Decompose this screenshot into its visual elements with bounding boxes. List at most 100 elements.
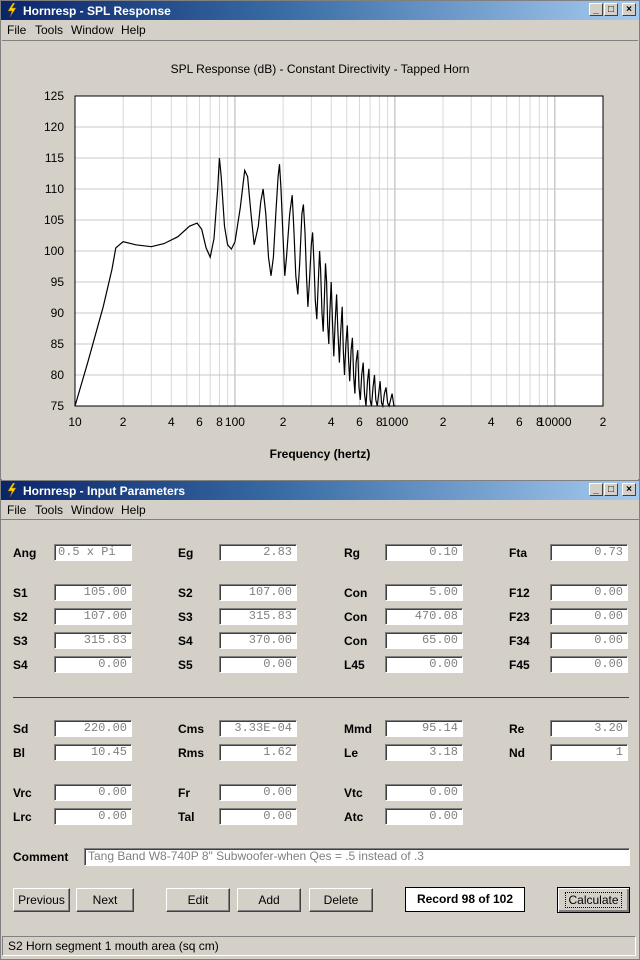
- param-field[interactable]: 315.83: [219, 608, 297, 625]
- spl-response-window: Hornresp - SPL Response _ □ × File Tools…: [0, 0, 640, 480]
- param-label: Vrc: [13, 786, 32, 800]
- x-tick-label: 4: [488, 415, 495, 429]
- x-tick-label: 6: [356, 415, 363, 429]
- param-field[interactable]: 470.08: [385, 608, 463, 625]
- y-tick-label: 90: [51, 306, 65, 320]
- param-label: Bl: [13, 746, 25, 760]
- param-field[interactable]: 0.00: [54, 656, 132, 673]
- calculate-button[interactable]: Calculate: [557, 887, 630, 913]
- param-field[interactable]: 0.00: [550, 632, 628, 649]
- param-label: S4: [178, 634, 193, 648]
- menu-tools[interactable]: Tools: [35, 503, 64, 517]
- param-field[interactable]: 1: [550, 744, 628, 761]
- edit-button[interactable]: Edit: [166, 888, 230, 912]
- close-icon[interactable]: ×: [622, 3, 636, 16]
- param-label: Nd: [509, 746, 525, 760]
- menu-tools[interactable]: Tools: [35, 23, 64, 37]
- param-label: Con: [344, 610, 368, 624]
- minimize-icon[interactable]: _: [589, 3, 603, 16]
- title-bar[interactable]: Hornresp - SPL Response _ □ ×: [1, 1, 639, 20]
- param-label: F23: [509, 610, 530, 624]
- previous-button[interactable]: Previous: [13, 888, 70, 912]
- param-label: Re: [509, 722, 525, 736]
- chart-area: SPL Response (dB) - Constant Directivity…: [2, 40, 638, 480]
- menu-divider: [1, 519, 639, 520]
- param-field[interactable]: 0.00: [219, 656, 297, 673]
- spl-series-line: [74, 157, 396, 409]
- param-field[interactable]: 0.00: [54, 808, 132, 825]
- comment-field[interactable]: Tang Band W8-740P 8" Subwoofer-when Qes …: [84, 848, 630, 866]
- param-label: Atc: [344, 810, 364, 824]
- x-tick-label: 2: [600, 415, 607, 429]
- y-tick-label: 75: [51, 399, 65, 413]
- param-field[interactable]: 0.00: [385, 656, 463, 673]
- param-field[interactable]: 315.83: [54, 632, 132, 649]
- y-tick-label: 85: [51, 337, 65, 351]
- param-label: Con: [344, 634, 368, 648]
- menu-file[interactable]: File: [7, 503, 27, 517]
- param-label: S2: [13, 610, 28, 624]
- close-icon[interactable]: ×: [622, 483, 636, 496]
- param-field[interactable]: 0.00: [550, 584, 628, 601]
- param-field[interactable]: 370.00: [219, 632, 297, 649]
- param-label: S1: [13, 586, 28, 600]
- menu-window[interactable]: Window: [71, 23, 114, 37]
- param-field[interactable]: 0.00: [219, 808, 297, 825]
- menu-help[interactable]: Help: [121, 23, 146, 37]
- x-tick-label: 100: [225, 415, 245, 429]
- y-tick-label: 100: [44, 244, 64, 258]
- maximize-icon[interactable]: □: [604, 3, 618, 16]
- param-field[interactable]: 65.00: [385, 632, 463, 649]
- param-label: Mmd: [344, 722, 372, 736]
- x-tick-label: 6: [196, 415, 203, 429]
- param-label: F34: [509, 634, 530, 648]
- param-label: L45: [344, 658, 365, 672]
- param-field[interactable]: 2.83: [219, 544, 297, 561]
- menu-file[interactable]: File: [7, 23, 27, 37]
- x-tick-label: 1000: [382, 415, 409, 429]
- hornresp-app-icon: [7, 483, 17, 497]
- param-field[interactable]: 0.73: [550, 544, 628, 561]
- param-field[interactable]: 0.00: [385, 784, 463, 801]
- param-field[interactable]: 107.00: [54, 608, 132, 625]
- add-button[interactable]: Add: [237, 888, 301, 912]
- param-field[interactable]: 105.00: [54, 584, 132, 601]
- param-field[interactable]: 3.20: [550, 720, 628, 737]
- param-field[interactable]: 3.18: [385, 744, 463, 761]
- param-label: Tal: [178, 810, 195, 824]
- chart-title: SPL Response (dB) - Constant Directivity…: [170, 62, 470, 76]
- param-field[interactable]: 1.62: [219, 744, 297, 761]
- param-field[interactable]: 5.00: [385, 584, 463, 601]
- param-field[interactable]: 107.00: [219, 584, 297, 601]
- param-label: Fta: [509, 546, 527, 560]
- y-tick-label: 110: [45, 182, 64, 196]
- menu-help[interactable]: Help: [121, 503, 146, 517]
- x-tick-label: 10: [68, 415, 82, 429]
- param-field[interactable]: 0.10: [385, 544, 463, 561]
- section-divider: [13, 697, 629, 698]
- x-tick-label: 6: [516, 415, 523, 429]
- x-tick-label: 8: [376, 415, 383, 429]
- param-field[interactable]: 0.00: [385, 808, 463, 825]
- next-button[interactable]: Next: [76, 888, 134, 912]
- window-title: Hornresp - SPL Response: [23, 4, 171, 18]
- param-field[interactable]: 3.33E-04: [219, 720, 297, 737]
- record-indicator: Record 98 of 102: [405, 887, 525, 912]
- menu-bar: File Tools Window Help: [1, 500, 639, 519]
- param-field[interactable]: 0.00: [54, 784, 132, 801]
- param-field[interactable]: 0.00: [550, 656, 628, 673]
- param-field[interactable]: 95.14: [385, 720, 463, 737]
- maximize-icon[interactable]: □: [604, 483, 618, 496]
- param-field[interactable]: 0.5 x Pi: [54, 544, 132, 561]
- menu-window[interactable]: Window: [71, 503, 114, 517]
- param-field[interactable]: 0.00: [219, 784, 297, 801]
- window-title: Hornresp - Input Parameters: [23, 484, 186, 498]
- title-bar[interactable]: Hornresp - Input Parameters _ □ ×: [1, 481, 639, 500]
- minimize-icon[interactable]: _: [589, 483, 603, 496]
- param-field[interactable]: 10.45: [54, 744, 132, 761]
- param-field[interactable]: 220.00: [54, 720, 132, 737]
- param-label: S3: [13, 634, 28, 648]
- param-field[interactable]: 0.00: [550, 608, 628, 625]
- delete-button[interactable]: Delete: [309, 888, 373, 912]
- x-tick-label: 4: [168, 415, 175, 429]
